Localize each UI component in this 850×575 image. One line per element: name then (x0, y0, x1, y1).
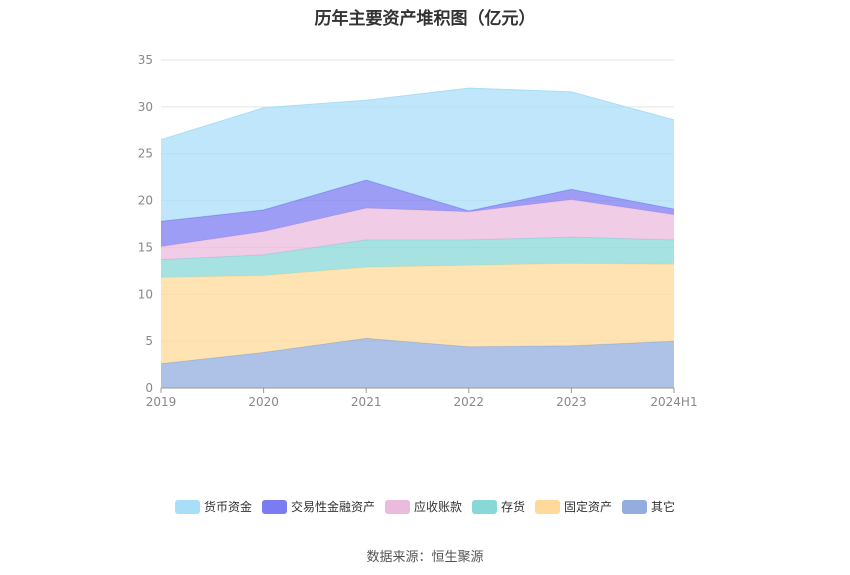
x-tick-label: 2024H1 (650, 395, 697, 409)
y-tick-label: 25 (138, 147, 153, 161)
legend-label: 交易性金融资产 (290, 500, 375, 514)
y-tick-label: 0 (145, 381, 153, 395)
y-tick-label: 5 (145, 334, 153, 348)
area-series-2 (161, 237, 674, 278)
chart-title: 历年主要资产堆积图（亿元） (314, 9, 536, 29)
legend-item[interactable]: 存货 (472, 498, 525, 515)
legend-swatch (472, 499, 497, 514)
legend: 货币资金 交易性金融资产 应收账款 存货 固定资产 其它 (0, 498, 850, 515)
legend-swatch (622, 499, 648, 514)
area-series-3 (161, 199, 674, 260)
x-tick-label: 2022 (454, 395, 485, 409)
legend-label: 其它 (651, 500, 676, 514)
y-tick-label: 15 (138, 240, 153, 254)
legend-swatch (261, 499, 287, 514)
x-tick-label: 2019 (146, 395, 177, 409)
legend-item[interactable]: 其它 (622, 498, 675, 515)
legend-label: 存货 (501, 500, 526, 514)
y-tick-label: 10 (138, 287, 153, 301)
legend-item[interactable]: 交易性金融资产 (261, 498, 375, 515)
area-edge-5 (160, 87, 675, 141)
y-tick-label: 20 (138, 194, 153, 208)
source-text: 数据来源：恒生聚源 (366, 550, 484, 565)
legend-swatch (174, 499, 200, 514)
area-series-5 (161, 88, 674, 222)
x-tick-label: 2023 (556, 395, 587, 409)
axes: 0 5 10 15 20 25 30 35 2019 2020 2021 2022 2023 2024H1 (138, 53, 698, 409)
x-tick-label: 2020 (248, 395, 279, 409)
legend-item[interactable]: 固定资产 (535, 498, 612, 515)
legend-label: 应收账款 (413, 500, 462, 514)
area-series (160, 87, 675, 388)
legend-swatch (384, 499, 410, 514)
legend-item[interactable]: 应收账款 (384, 498, 462, 515)
y-tick-label: 30 (138, 100, 153, 114)
x-tick-label: 2021 (351, 395, 382, 409)
area-series-1 (161, 263, 674, 364)
y-tick-label: 35 (138, 53, 153, 67)
legend-label: 货币资金 (203, 500, 252, 514)
legend-label: 固定资产 (564, 500, 613, 514)
area-series-4 (161, 180, 674, 247)
legend-item[interactable]: 货币资金 (174, 498, 252, 515)
area-series-0 (161, 338, 674, 388)
legend-swatch (535, 499, 561, 514)
